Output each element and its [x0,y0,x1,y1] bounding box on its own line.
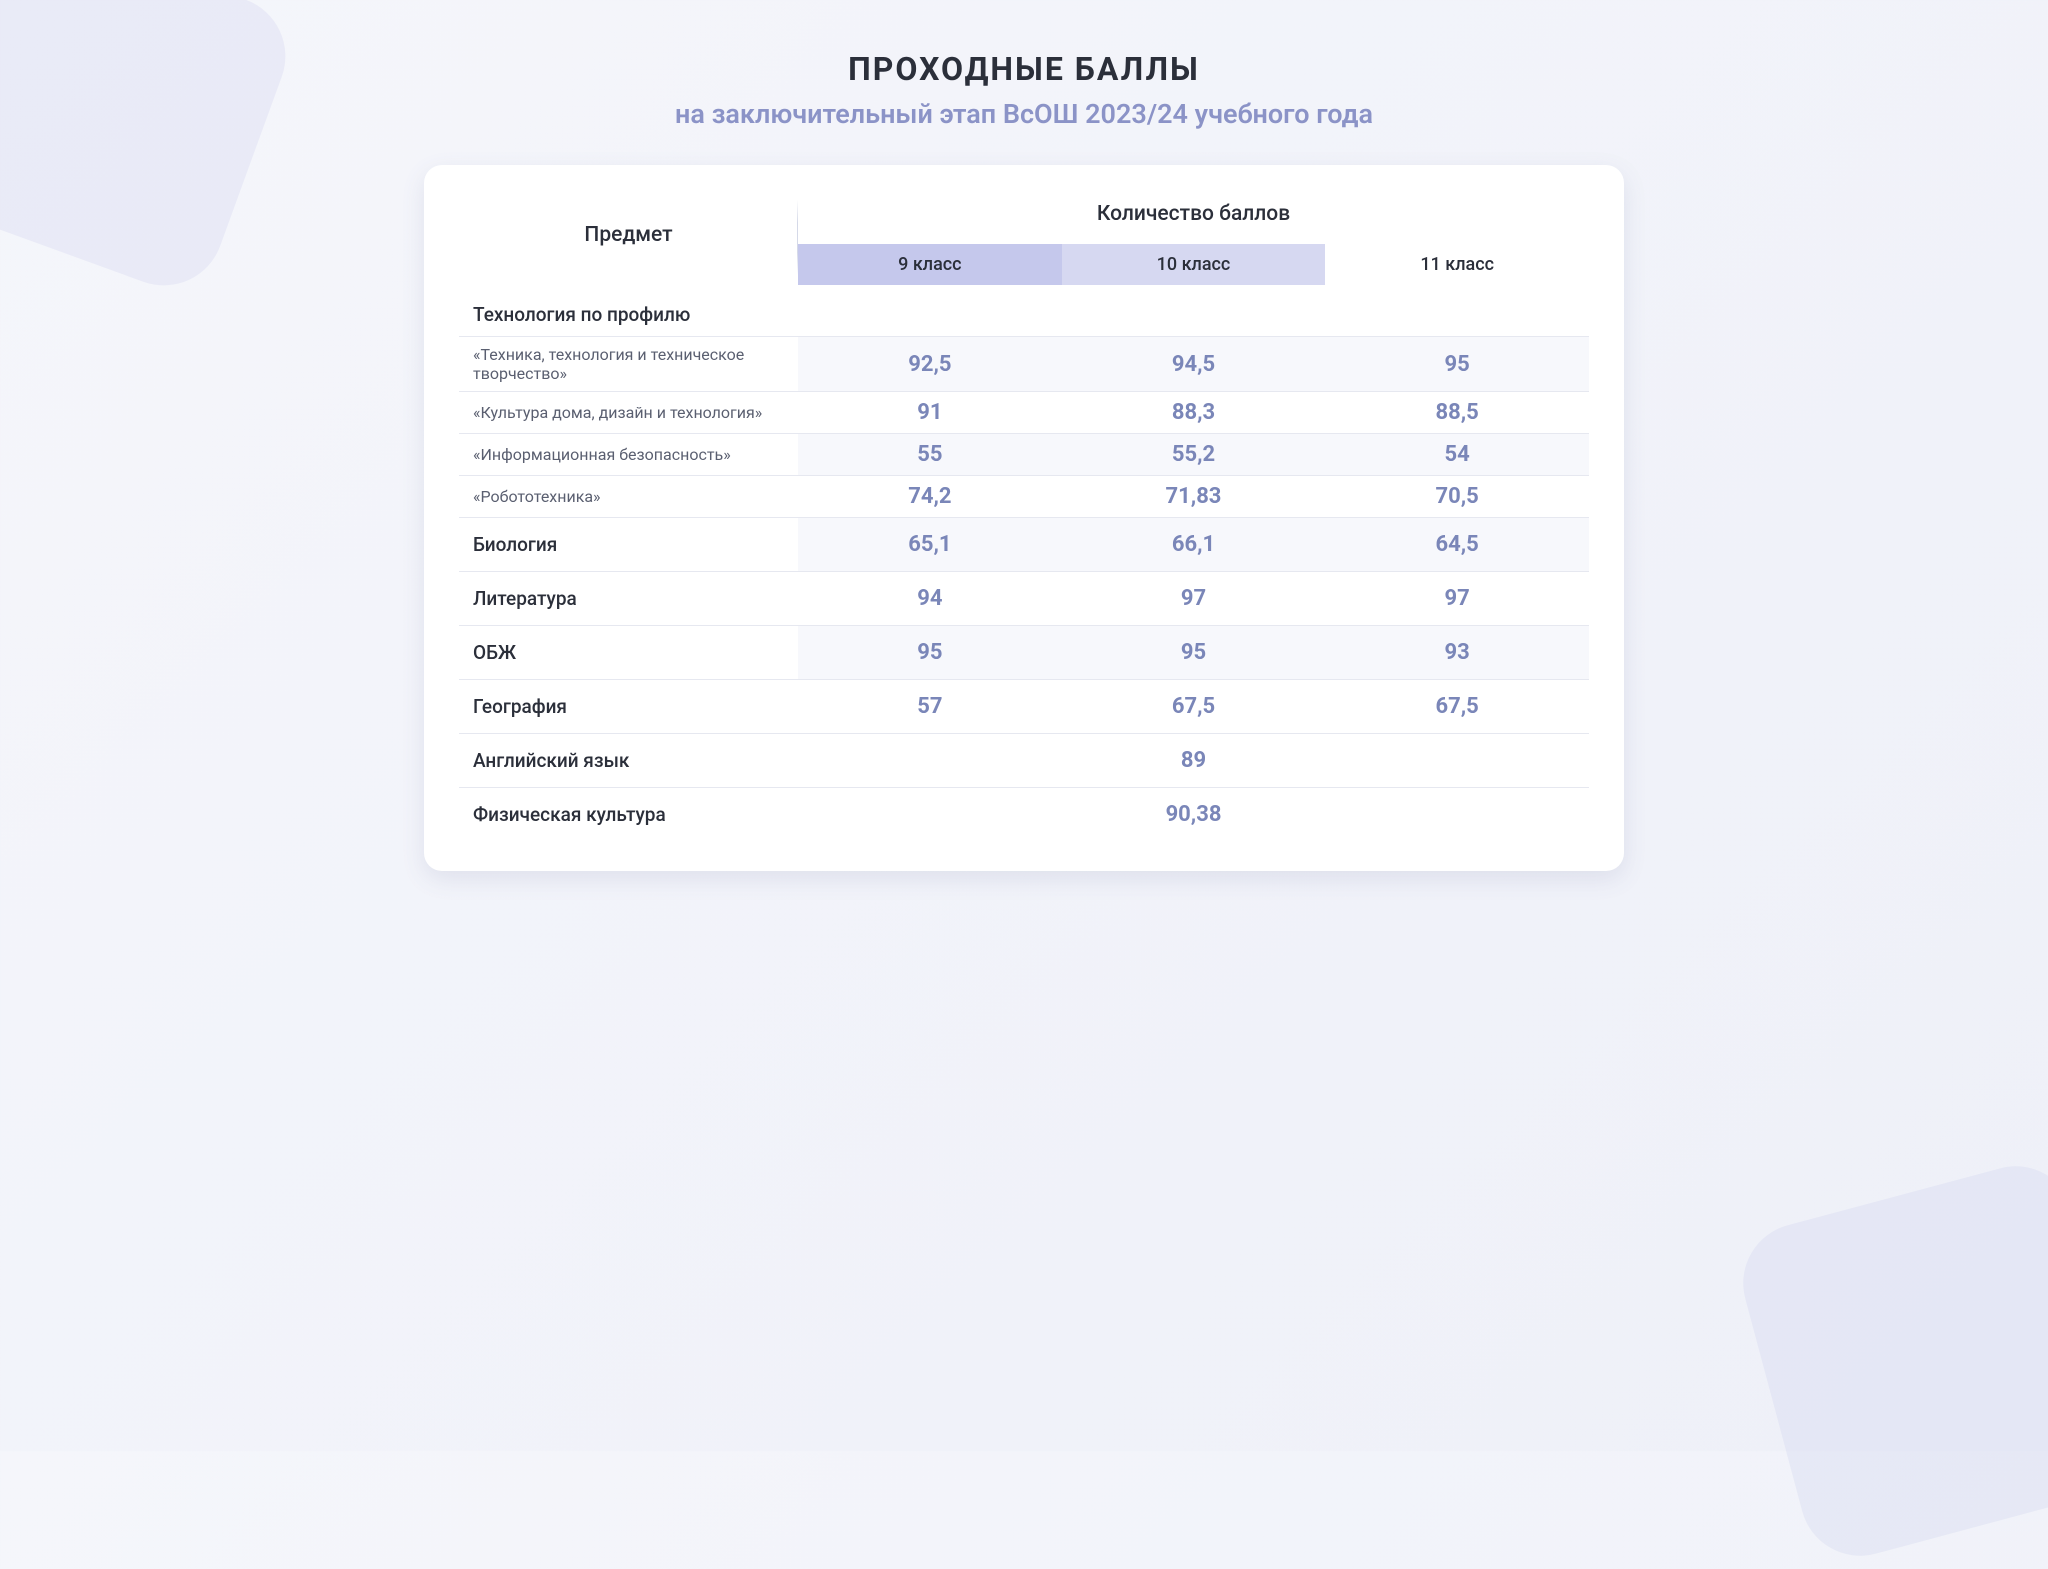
subject-sub-label: «Техника, технология и техническое творч… [459,337,798,392]
col-header-grade-11: 11 класс [1325,244,1589,285]
score-cell: 94,5 [1062,337,1326,392]
table-row: ОБЖ959593 [459,626,1589,680]
score-cell: 57 [798,680,1062,734]
table-row: Технология по профилю [459,285,1589,337]
table-row: Литература949797 [459,572,1589,626]
score-cell: 66,1 [1062,518,1326,572]
subject-label: Английский язык [459,734,798,788]
table-header-row: Предмет Количество баллов [459,190,1589,244]
subject-label: Физическая культура [459,788,798,842]
subject-group-label: Технология по профилю [459,285,798,337]
table-row: «Информационная безопасность»5555,254 [459,434,1589,476]
table-row: Английский язык89 [459,734,1589,788]
table-row: Физическая культура90,38 [459,788,1589,842]
score-cell: 64,5 [1325,518,1589,572]
score-cell: 95 [798,626,1062,680]
score-cell: 54 [1325,434,1589,476]
table-row: Биология65,166,164,5 [459,518,1589,572]
table-body: Технология по профилю«Техника, технологи… [459,285,1589,841]
table-row: География5767,567,5 [459,680,1589,734]
score-cell: 88,3 [1062,392,1326,434]
scores-card: Предмет Количество баллов 9 класс 10 кла… [424,165,1624,871]
subject-label: Литература [459,572,798,626]
score-cell-merged: 90,38 [798,788,1589,842]
subject-sub-label: «Робототехника» [459,476,798,518]
page-frame: ПРОХОДНЫЕ БАЛЛЫ на заключительный этап В… [424,50,1624,871]
subject-label: ОБЖ [459,626,798,680]
score-cell: 92,5 [798,337,1062,392]
table-row: «Робототехника»74,271,8370,5 [459,476,1589,518]
score-cell: 94 [798,572,1062,626]
subject-label: География [459,680,798,734]
subject-sub-label: «Культура дома, дизайн и технология» [459,392,798,434]
score-cell: 55,2 [1062,434,1326,476]
empty-cell [798,285,1589,337]
score-cell: 91 [798,392,1062,434]
score-cell: 65,1 [798,518,1062,572]
score-cell: 70,5 [1325,476,1589,518]
score-cell: 97 [1325,572,1589,626]
subject-label: Биология [459,518,798,572]
score-cell: 93 [1325,626,1589,680]
col-header-grade-10: 10 класс [1062,244,1326,285]
page-subtitle: на заключительный этап ВсОШ 2023/24 учеб… [424,98,1624,130]
score-cell: 74,2 [798,476,1062,518]
col-header-scores-group: Количество баллов [798,190,1589,244]
score-cell: 95 [1062,626,1326,680]
score-cell: 55 [798,434,1062,476]
score-cell: 97 [1062,572,1326,626]
score-cell: 95 [1325,337,1589,392]
score-cell-merged: 89 [798,734,1589,788]
subject-sub-label: «Информационная безопасность» [459,434,798,476]
page-title: ПРОХОДНЫЕ БАЛЛЫ [424,50,1624,88]
score-cell: 88,5 [1325,392,1589,434]
col-header-subject: Предмет [459,190,798,285]
table-row: «Культура дома, дизайн и технология»9188… [459,392,1589,434]
score-cell: 67,5 [1062,680,1326,734]
score-cell: 67,5 [1325,680,1589,734]
table-row: «Техника, технология и техническое творч… [459,337,1589,392]
col-header-grade-9: 9 класс [798,244,1062,285]
scores-table: Предмет Количество баллов 9 класс 10 кла… [459,190,1589,841]
score-cell: 71,83 [1062,476,1326,518]
